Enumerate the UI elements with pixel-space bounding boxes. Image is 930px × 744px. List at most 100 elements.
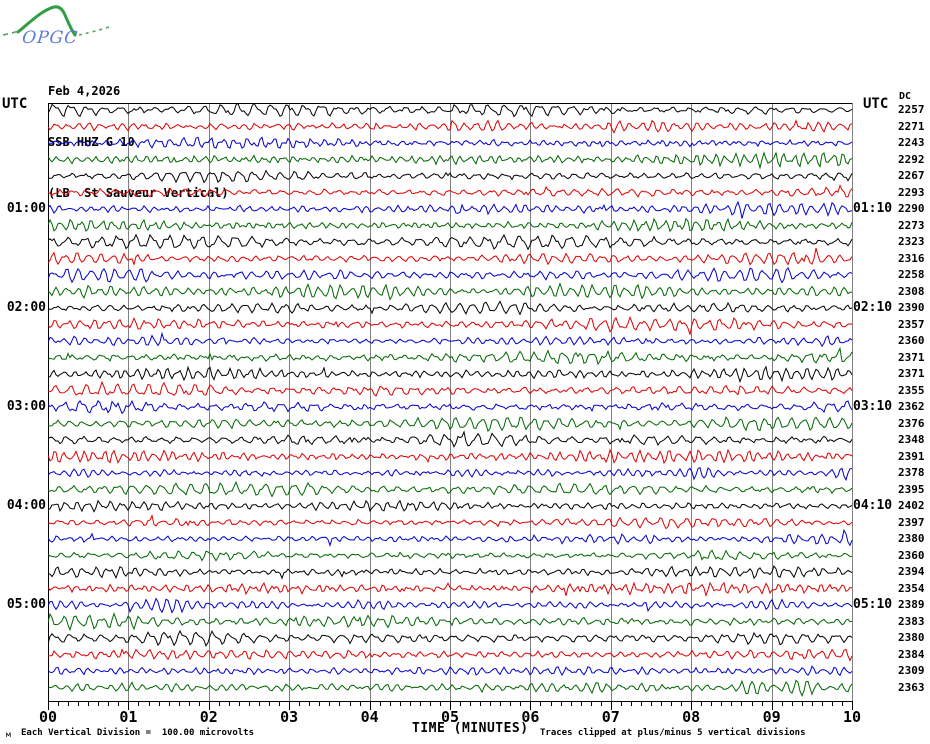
x-axis-title: TIME (MINUTES) xyxy=(412,721,529,736)
seismic-trace xyxy=(48,365,853,384)
seismic-trace xyxy=(47,184,853,198)
hour-label-right: 02:10 xyxy=(853,300,893,315)
dc-value: 2380 xyxy=(898,532,925,545)
dc-value: 2402 xyxy=(898,499,925,512)
dc-value: 2363 xyxy=(898,680,925,694)
x-tick-label: 06 xyxy=(521,708,540,726)
seismic-trace xyxy=(47,217,853,233)
seismic-trace xyxy=(47,399,853,415)
seismic-trace xyxy=(47,629,853,647)
seismic-trace xyxy=(47,151,853,170)
hour-label-left: 02:00 xyxy=(6,300,46,315)
seismic-trace xyxy=(47,380,853,397)
seismic-trace xyxy=(47,448,853,465)
x-tick-label: 01 xyxy=(119,708,138,726)
utc-label-right: UTC xyxy=(863,96,889,112)
seismic-trace xyxy=(47,281,852,301)
dc-value: 2389 xyxy=(898,598,925,611)
x-tick-label: 08 xyxy=(682,708,701,726)
dc-value: 2371 xyxy=(898,350,925,364)
seismic-trace xyxy=(47,679,853,697)
dc-value: 2395 xyxy=(898,482,925,496)
seismic-trace xyxy=(47,102,853,118)
dc-value: 2362 xyxy=(898,400,925,413)
seismic-trace xyxy=(47,597,853,614)
dc-value: 2308 xyxy=(898,284,925,298)
dc-value: 2376 xyxy=(898,416,925,430)
clip-note: Traces clipped at plus/minus 5 vertical … xyxy=(540,728,806,738)
seismic-trace xyxy=(47,136,853,149)
x-tick-label: 09 xyxy=(762,708,781,726)
header-location: (LB St Sauveur Vertical) xyxy=(48,186,229,200)
x-tick-label: 07 xyxy=(601,708,620,726)
seismic-trace xyxy=(47,331,853,348)
dc-value: 2271 xyxy=(898,119,925,133)
logo-curve-icon xyxy=(16,5,77,37)
dc-value: 2258 xyxy=(898,268,925,281)
seismic-trace xyxy=(47,233,853,251)
x-tick-label: 10 xyxy=(842,708,862,726)
seismic-trace xyxy=(47,346,853,366)
dc-value: 2267 xyxy=(898,169,925,182)
utc-label-left: UTC xyxy=(2,96,28,112)
dc-value: 2273 xyxy=(898,218,925,232)
seismic-trace xyxy=(47,565,853,580)
dc-value: 2290 xyxy=(898,202,925,215)
footer-glyph: м xyxy=(6,730,11,739)
dc-value: 2390 xyxy=(898,301,925,314)
dc-value: 2360 xyxy=(898,548,925,562)
hour-label-left: 05:00 xyxy=(6,597,46,612)
seismic-trace xyxy=(47,169,853,184)
header-date: Feb 4,2026 xyxy=(48,84,121,98)
seismic-trace xyxy=(47,612,853,632)
x-tick-label: 04 xyxy=(360,708,379,726)
dc-value: 2360 xyxy=(898,334,925,347)
hour-label-right: 05:10 xyxy=(853,597,893,612)
seismic-trace xyxy=(47,415,853,433)
seismic-trace xyxy=(47,430,853,448)
dc-value: 2378 xyxy=(898,466,925,479)
dc-value: 2323 xyxy=(898,235,925,248)
dc-value: 2371 xyxy=(898,367,925,380)
x-tick-label: 03 xyxy=(280,708,299,726)
hour-label-left: 03:00 xyxy=(6,399,46,414)
opgc-logo: OPGC xyxy=(2,5,110,48)
hour-label-left: 01:00 xyxy=(6,201,46,216)
dc-column-label: DC xyxy=(899,91,912,102)
dc-value: 2357 xyxy=(898,317,925,331)
seismic-trace xyxy=(47,119,853,134)
seismic-trace xyxy=(47,648,853,662)
seismic-trace xyxy=(47,466,853,482)
hour-label-right: 04:10 xyxy=(853,498,893,513)
hour-label-left: 04:00 xyxy=(6,498,46,513)
seismic-trace xyxy=(47,480,853,498)
hour-label-right: 03:10 xyxy=(853,399,893,414)
seismogram-plot xyxy=(47,102,854,725)
seismic-trace xyxy=(47,300,853,316)
seismic-trace xyxy=(47,499,853,513)
seismic-trace xyxy=(47,528,853,548)
dc-value: 2292 xyxy=(898,152,925,166)
x-tick-label: 05 xyxy=(440,708,460,726)
dc-value: 2384 xyxy=(898,647,925,661)
x-tick-label: 00 xyxy=(38,708,58,726)
dc-value: 2257 xyxy=(898,103,925,116)
dc-value: 2354 xyxy=(898,581,925,595)
dc-value: 2243 xyxy=(898,136,925,149)
dc-value: 2293 xyxy=(898,185,925,199)
seismic-trace xyxy=(47,267,853,284)
dc-value: 2394 xyxy=(898,565,925,578)
dc-value: 2355 xyxy=(898,383,925,397)
seismic-trace xyxy=(47,514,853,530)
logo-dash-right-icon xyxy=(78,26,110,36)
dc-value: 2348 xyxy=(898,433,925,446)
seismic-trace xyxy=(47,665,853,677)
seismogram-canvas xyxy=(47,102,853,710)
hour-label-right: 01:10 xyxy=(853,201,893,216)
division-note: Each Vertical Division = 100.00 microvol… xyxy=(21,728,254,738)
seismic-trace xyxy=(47,315,853,335)
seismic-trace xyxy=(47,581,853,598)
x-tick-label: 02 xyxy=(199,708,218,726)
seismic-trace xyxy=(47,247,853,266)
